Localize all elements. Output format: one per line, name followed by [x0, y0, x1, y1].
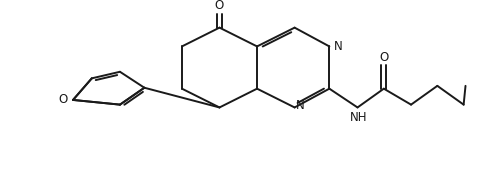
Text: N: N [295, 99, 304, 112]
Text: O: O [378, 51, 388, 64]
Text: O: O [214, 0, 224, 12]
Text: N: N [333, 40, 342, 53]
Text: O: O [58, 93, 67, 106]
Text: NH: NH [349, 111, 367, 124]
